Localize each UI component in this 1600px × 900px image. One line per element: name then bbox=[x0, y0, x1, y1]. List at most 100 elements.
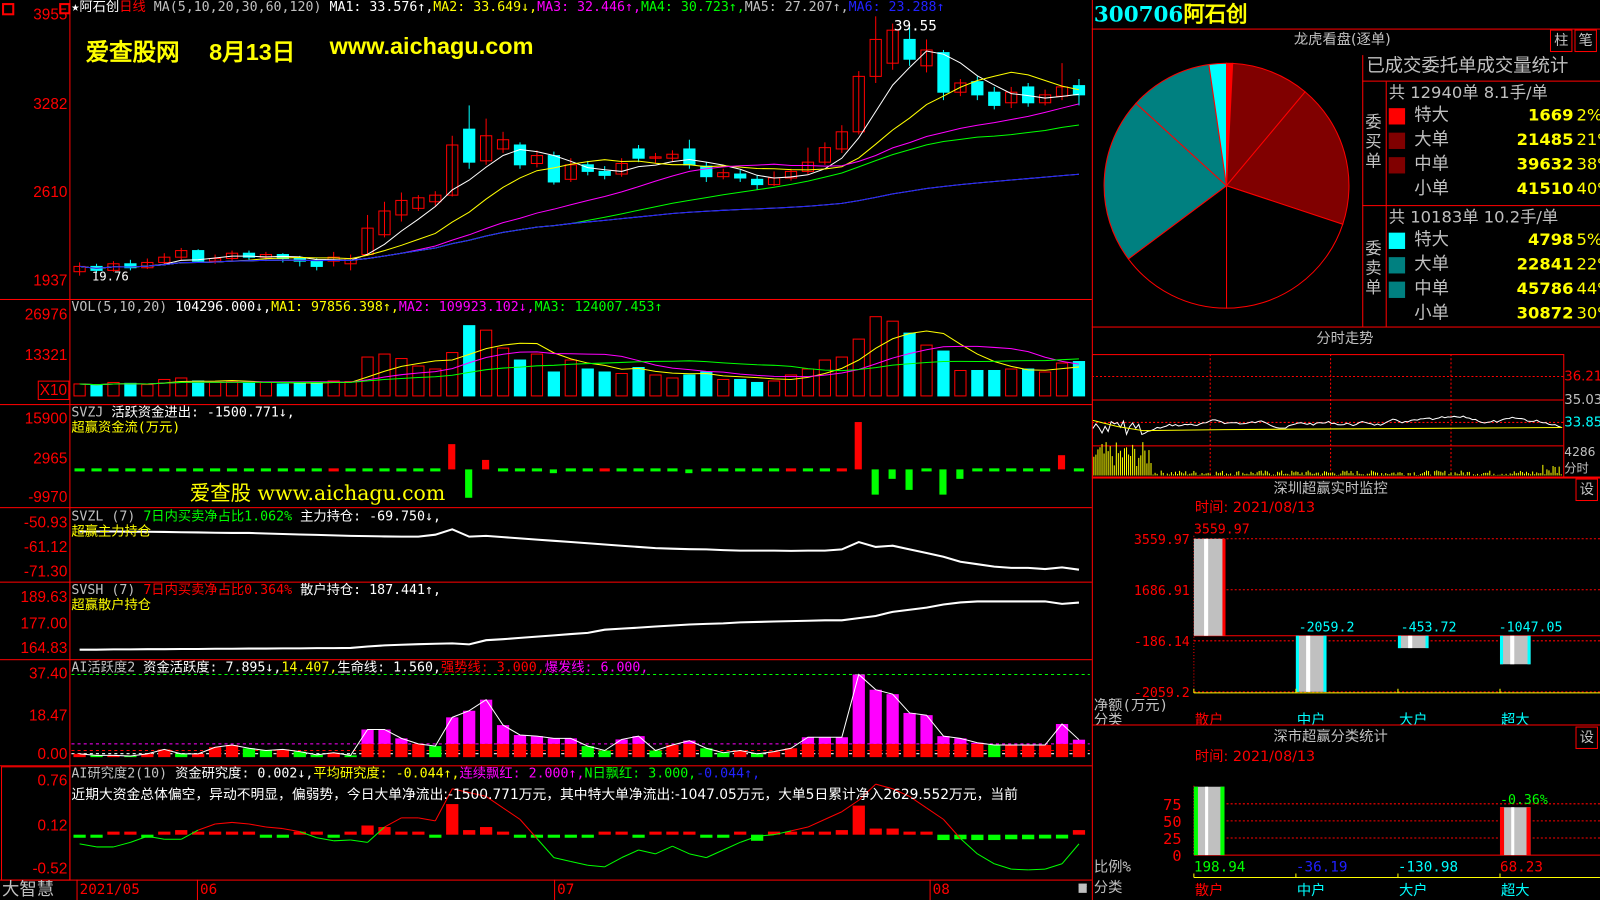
research-line-segment bbox=[333, 839, 351, 842]
order-percent: 40% bbox=[1576, 178, 1600, 198]
bar-view-button[interactable]: 柱 bbox=[1549, 29, 1573, 53]
activity-bar bbox=[988, 744, 1001, 758]
activity-burst-bar bbox=[496, 725, 510, 744]
activity-burst-bar bbox=[971, 742, 984, 744]
volume-bar bbox=[1005, 368, 1018, 397]
indicator-name: VOL(5,10,20) bbox=[71, 299, 168, 316]
life-line-value: 生命线: 1.560, bbox=[337, 660, 442, 676]
activity-bar bbox=[852, 743, 865, 758]
period-label[interactable]: 日线 bbox=[119, 0, 146, 16]
candle bbox=[988, 91, 1001, 106]
order-percent: 30% bbox=[1576, 303, 1600, 323]
research-bar bbox=[666, 831, 679, 835]
volume-bar bbox=[547, 371, 560, 397]
legend-swatch bbox=[1388, 132, 1406, 149]
bar-value-label: -453.72 bbox=[1401, 621, 1457, 636]
activity-bar bbox=[158, 749, 171, 758]
monitor-bar-chart: 3559.971686.91-186.14-2059.203559.97-205… bbox=[1094, 523, 1600, 726]
ma10-line bbox=[79, 71, 1080, 269]
lock-icon[interactable] bbox=[1078, 883, 1087, 893]
stock-name: 阿石创 bbox=[79, 0, 120, 16]
stock-name: 阿石创 bbox=[1183, 1, 1248, 27]
research-bar bbox=[344, 831, 357, 835]
volume-bar bbox=[700, 371, 713, 397]
svzj-header: SVZJ 活跃资金进出: -1500.771↓, bbox=[71, 406, 294, 420]
research-bar bbox=[615, 831, 628, 835]
research-line-segment bbox=[147, 835, 165, 840]
panel-separator bbox=[1091, 28, 1600, 30]
volume-header: VOL(5,10,20) 104296.000↓,MA1: 97856.398↑… bbox=[71, 301, 662, 315]
activity-bar bbox=[463, 743, 476, 758]
monitor-settings-button[interactable]: 设 bbox=[1575, 478, 1598, 502]
research-bar bbox=[412, 831, 425, 835]
activity-bar bbox=[175, 753, 188, 758]
svsh-ratio: 7日内买卖净占比0.364% bbox=[143, 582, 293, 598]
y-tick: 0.76 bbox=[37, 772, 68, 790]
tick-view-button[interactable]: 笔 bbox=[1574, 29, 1597, 53]
activity-bar bbox=[886, 743, 899, 758]
ai-activity-header: AI活跃度2 资金活跃度: 7.895↓,14.407,生命线: 1.560,强… bbox=[71, 661, 648, 675]
fund-flow-bar bbox=[836, 468, 847, 472]
settings-icon[interactable] bbox=[59, 3, 71, 15]
fund-flow-bar bbox=[226, 468, 238, 472]
classify-bar-edge bbox=[1193, 786, 1198, 856]
candle bbox=[378, 210, 391, 236]
unit-badge[interactable]: X10 bbox=[37, 380, 70, 400]
technical-charts[interactable] bbox=[0, 0, 1092, 900]
research-bar bbox=[208, 831, 222, 835]
monitor-time: 时间: 2021/08/13 bbox=[1194, 499, 1316, 517]
fund-flow-bar bbox=[430, 468, 441, 472]
strong-line-value: 强势线: 3.000, bbox=[441, 660, 545, 676]
research-bar bbox=[530, 834, 544, 838]
x-axis-title: 分类 bbox=[1094, 711, 1123, 725]
activity-burst-bar bbox=[852, 674, 865, 744]
volume-bar bbox=[801, 368, 815, 397]
menu-icon[interactable] bbox=[2, 3, 15, 16]
indicator-name: AI活跃度2 bbox=[71, 660, 136, 676]
intraday-chart[interactable] bbox=[1091, 353, 1565, 478]
candle bbox=[479, 135, 493, 162]
activity-bar bbox=[73, 753, 86, 758]
research-line-segment bbox=[1011, 868, 1029, 871]
research-line-segment bbox=[757, 834, 775, 837]
research-line-segment bbox=[231, 821, 250, 825]
activity-burst-bar bbox=[818, 737, 832, 744]
research-line-segment bbox=[926, 807, 944, 820]
research-bar bbox=[90, 834, 103, 838]
candle bbox=[751, 178, 764, 186]
favorite-star-icon[interactable]: ★ bbox=[71, 0, 80, 16]
fund-flow-bar bbox=[939, 469, 947, 495]
fund-flow-bar bbox=[582, 468, 593, 472]
fund-flow-bar bbox=[497, 468, 509, 472]
svsh-value: 散户持仓: 187.441↑, bbox=[300, 582, 441, 598]
fund-flow-bar bbox=[854, 422, 862, 470]
activity-bar bbox=[666, 744, 679, 758]
candle bbox=[1038, 94, 1052, 104]
research-line-segment bbox=[1061, 843, 1080, 865]
ma1-value: MA1: 33.576↑, bbox=[329, 0, 434, 16]
activity-burst-bar bbox=[869, 689, 882, 744]
classify-settings-button[interactable]: 设 bbox=[1575, 726, 1598, 749]
candle bbox=[903, 38, 916, 60]
y-axis-title: 净额(万元) bbox=[1094, 697, 1168, 714]
y-tick: 13321 bbox=[24, 346, 68, 365]
fund-flow-bar bbox=[565, 468, 576, 472]
category-label: 大户 bbox=[1399, 711, 1428, 725]
x-grid bbox=[76, 879, 78, 900]
table-separator bbox=[1362, 80, 1600, 82]
research-line-segment bbox=[553, 857, 571, 862]
activity-bar bbox=[124, 756, 137, 758]
activity-bar bbox=[920, 743, 933, 758]
indicator-name: SVZJ bbox=[71, 405, 104, 421]
fund-flow-bar bbox=[125, 468, 136, 472]
ma2-value: MA2: 33.649↓, bbox=[433, 0, 538, 16]
y-tick: 1686.91 bbox=[1134, 584, 1190, 599]
bar-value-label: -2059.2 bbox=[1299, 621, 1355, 636]
activity-burst-bar bbox=[378, 729, 391, 744]
research-bar bbox=[988, 834, 1001, 841]
retail-holding-line bbox=[79, 600, 1080, 651]
research-line-segment bbox=[519, 819, 538, 839]
research-line-segment bbox=[824, 811, 843, 820]
order-volume: 22841 bbox=[1516, 254, 1574, 274]
activity-bar bbox=[717, 752, 730, 758]
